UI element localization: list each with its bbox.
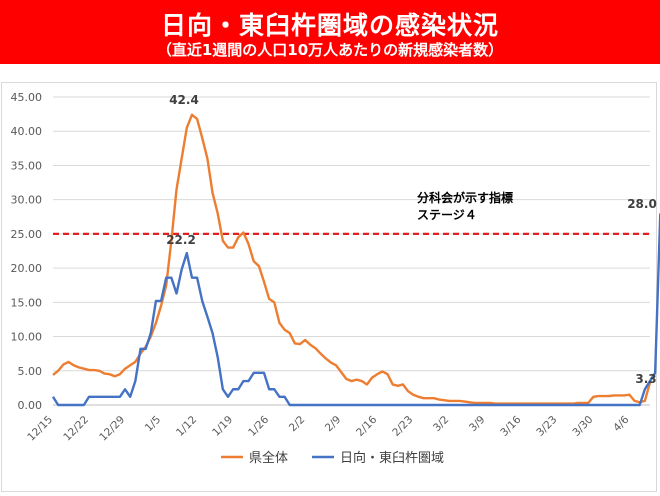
data-annotations: 42.4 22.2 28.0 3.3 (166, 93, 657, 386)
x-tick-label: 3/16 (498, 413, 523, 438)
x-tick-label: 12/22 (61, 414, 91, 444)
page-subtitle: （直近1週間の人口10万人あたりの新規感染者数） (156, 41, 504, 59)
data-label: 42.4 (169, 93, 199, 107)
x-tick-label: 3/2 (431, 414, 451, 434)
x-tick-label: 1/12 (174, 414, 199, 439)
y-tick-label: 35.00 (11, 159, 43, 172)
legend: 県全体 日向・東臼杵圏域 (221, 450, 444, 466)
page-title: 日向・東臼杵圏域の感染状況 (160, 11, 499, 40)
y-tick-label: 5.00 (18, 365, 43, 378)
x-tick-label: 12/15 (25, 414, 55, 444)
data-label: 28.0 (627, 197, 657, 211)
x-tick-label: 1/19 (210, 414, 235, 439)
legend-label-hyuga: 日向・東臼杵圏域 (340, 450, 444, 466)
title-banner: 日向・東臼杵圏域の感染状況 （直近1週間の人口10万人あたりの新規感染者数） (0, 0, 660, 64)
threshold-group: 分科会が示す指標 ステージ４ (53, 190, 650, 235)
gridlines (53, 96, 650, 406)
x-tick-label: 2/9 (323, 414, 343, 434)
data-label: 22.2 (166, 233, 196, 247)
x-tick-label: 3/30 (570, 414, 595, 439)
threshold-label-line1: 分科会が示す指標 (417, 190, 513, 205)
y-tick-label: 45.00 (11, 91, 43, 104)
y-tick-label: 15.00 (11, 296, 43, 309)
legend-label-pref: 県全体 (249, 450, 288, 466)
series-line-hyuga (51, 213, 660, 407)
x-tick-label: 3/23 (534, 414, 559, 439)
series-lines (51, 113, 660, 407)
x-axis-ticks: 12/15 12/22 12/29 1/5 1/12 1/19 1/26 2/2 2/9 2/16… (25, 413, 632, 443)
y-tick-label: 40.00 (11, 125, 43, 138)
series-line-pref (52, 113, 652, 405)
y-tick-label: 30.00 (11, 194, 43, 207)
y-tick-label: 0.00 (18, 399, 43, 412)
x-tick-label: 4/6 (611, 413, 632, 434)
x-tick-label: 1/5 (143, 414, 163, 434)
y-tick-label: 10.00 (11, 331, 43, 344)
x-tick-label: 12/29 (97, 414, 127, 444)
x-tick-label: 1/26 (246, 413, 271, 438)
y-tick-label: 20.00 (11, 262, 43, 275)
y-tick-label: 25.00 (11, 228, 43, 241)
x-tick-label: 2/2 (287, 414, 307, 434)
x-tick-label: 2/16 (354, 413, 379, 438)
x-tick-label: 2/23 (390, 414, 415, 439)
x-tick-label: 3/9 (467, 414, 487, 434)
threshold-label-line2: ステージ４ (417, 208, 477, 222)
y-axis-ticks: 0.00 5.00 10.00 15.00 20.00 25.00 30.00 35.00 40… (11, 91, 43, 412)
data-label: 3.3 (635, 372, 656, 386)
chart-frame (1, 82, 657, 492)
